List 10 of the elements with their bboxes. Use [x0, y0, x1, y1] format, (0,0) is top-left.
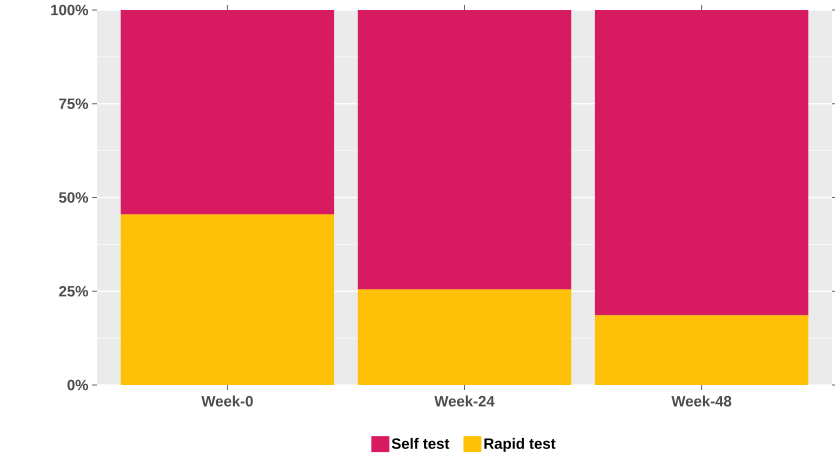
x-tick-label: Week-0	[201, 396, 253, 406]
x-tick-label: Week-24	[434, 396, 495, 406]
x-tick-label: Week-48	[671, 396, 732, 406]
y-tick-label: 50%	[59, 192, 88, 203]
y-tick-label: 100%	[51, 4, 88, 16]
legend-label: Rapid test	[484, 438, 556, 452]
legend-label: Self test	[392, 438, 450, 449]
y-tick-label: 25%	[59, 286, 88, 297]
y-tick-label: 0%	[67, 380, 88, 390]
y-tick-label: 75%	[59, 98, 88, 110]
